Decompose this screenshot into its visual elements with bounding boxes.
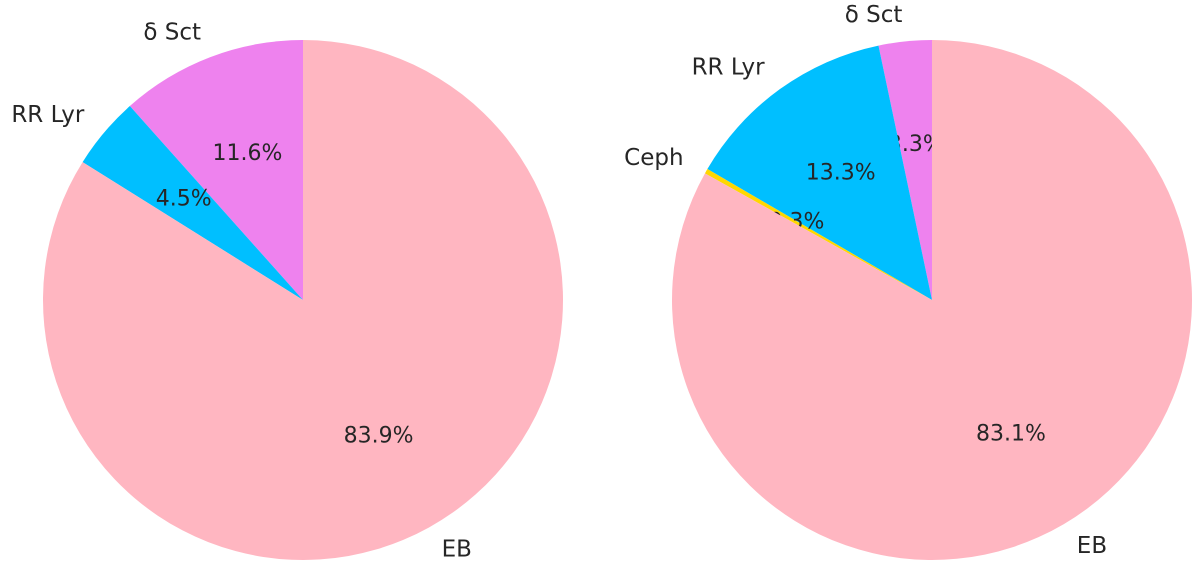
slice-label-eb: EB: [442, 537, 472, 563]
slice-label-ceph: Ceph: [624, 145, 683, 171]
pie-slice-rr-lyr: [707, 45, 932, 300]
pie-chart-left: δ Sct 11.6% RR Lyr 4.5% EB 83.9%: [11, 19, 563, 563]
slice-label-rr-lyr: RR Lyr: [11, 102, 85, 128]
pie-slice-eb: [43, 40, 563, 560]
slice-label-sct: δ Sct: [143, 19, 201, 45]
slice-label-rr-lyr: RR Lyr: [692, 55, 766, 81]
slice-label-eb: EB: [1077, 533, 1107, 559]
pie-slice-rr-lyr: [82, 106, 304, 301]
pie-slice-sct: [129, 40, 303, 300]
pct-label-eb: 83.1%: [976, 422, 1046, 447]
pct-label-sct: 11.6%: [212, 141, 282, 166]
pct-label-rr-lyr: 4.5%: [156, 186, 212, 211]
pct-label-eb: 83.9%: [344, 423, 414, 448]
pie-slice-eb: [672, 40, 1192, 560]
pie-slice-ceph: [704, 169, 932, 300]
slice-label-sct: δ Sct: [845, 2, 903, 28]
pct-label-rr-lyr: 13.3%: [806, 161, 876, 186]
pie-slice-sct: [878, 40, 932, 300]
